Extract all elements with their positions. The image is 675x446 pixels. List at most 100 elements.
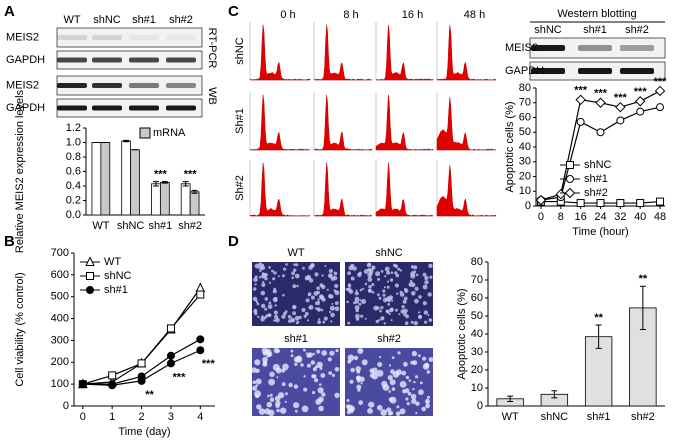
cell bbox=[267, 313, 272, 318]
cell bbox=[347, 321, 351, 325]
blot-band bbox=[620, 68, 654, 74]
marker bbox=[576, 199, 585, 208]
cell bbox=[371, 283, 375, 287]
cell bbox=[389, 308, 394, 313]
cell bbox=[276, 376, 279, 379]
cell bbox=[298, 315, 302, 320]
cell bbox=[317, 302, 320, 306]
cell bbox=[296, 320, 300, 324]
cell bbox=[310, 295, 315, 300]
annotation: ** bbox=[639, 273, 648, 285]
cell bbox=[268, 266, 271, 269]
cell bbox=[415, 411, 418, 415]
cell bbox=[265, 314, 269, 318]
cell bbox=[303, 314, 307, 318]
cell bbox=[394, 308, 398, 312]
cell bbox=[356, 384, 362, 390]
cell bbox=[383, 286, 386, 289]
cell bbox=[399, 380, 407, 388]
cell bbox=[316, 286, 320, 291]
annotation: *** bbox=[654, 76, 668, 88]
cell bbox=[288, 382, 293, 388]
cell bbox=[318, 318, 321, 321]
panel-label: A bbox=[4, 3, 15, 20]
cell bbox=[334, 392, 340, 398]
time-label: 8 h bbox=[343, 9, 358, 21]
cell bbox=[292, 304, 297, 310]
cell bbox=[355, 300, 359, 304]
cell bbox=[329, 294, 334, 299]
cell bbox=[361, 359, 368, 366]
cell bbox=[361, 349, 363, 352]
cell bbox=[306, 274, 312, 280]
histogram bbox=[313, 162, 373, 217]
y-tick-label: 50 bbox=[471, 310, 483, 322]
x-tick-label: 32 bbox=[614, 211, 626, 223]
marker bbox=[596, 199, 605, 208]
marker bbox=[78, 380, 87, 389]
cell bbox=[317, 309, 321, 312]
cell bbox=[405, 314, 409, 319]
y-tick-label: 10 bbox=[519, 185, 531, 197]
cell bbox=[311, 374, 316, 379]
histogram bbox=[313, 94, 373, 151]
cell bbox=[415, 401, 420, 406]
cell bbox=[378, 319, 381, 322]
histogram bbox=[313, 24, 373, 81]
cell bbox=[269, 397, 275, 403]
y-tick-label: 0.8 bbox=[66, 151, 81, 163]
cell bbox=[368, 284, 372, 289]
panel-label: C bbox=[228, 3, 239, 20]
y-tick-label: 30 bbox=[471, 346, 483, 358]
cell bbox=[355, 289, 358, 292]
blot-band bbox=[166, 35, 196, 40]
time-label: 0 h bbox=[280, 9, 295, 21]
cell bbox=[410, 360, 414, 365]
cell bbox=[422, 301, 427, 306]
cell bbox=[275, 317, 280, 323]
cell bbox=[404, 321, 409, 326]
annotation: *** bbox=[594, 88, 608, 100]
cell bbox=[376, 369, 384, 377]
cell bbox=[377, 362, 383, 367]
cell bbox=[388, 312, 391, 315]
y-tick-label: 0 bbox=[525, 200, 531, 212]
cell bbox=[367, 408, 373, 414]
cell bbox=[401, 305, 405, 309]
cell bbox=[362, 287, 365, 290]
cell bbox=[266, 401, 273, 408]
cell bbox=[333, 271, 338, 276]
cell bbox=[294, 315, 300, 321]
cell bbox=[425, 403, 430, 409]
cell bbox=[328, 371, 333, 375]
cell bbox=[272, 363, 280, 371]
cell bbox=[378, 296, 382, 300]
cell bbox=[408, 282, 413, 287]
cell bbox=[260, 290, 266, 296]
cell bbox=[276, 349, 280, 353]
cell bbox=[259, 269, 262, 272]
y-tick-label: 0.0 bbox=[66, 209, 81, 221]
cell bbox=[375, 319, 379, 324]
x-tick-label: sh#1 bbox=[587, 411, 611, 423]
cell bbox=[424, 275, 429, 281]
cell bbox=[348, 289, 354, 294]
cell bbox=[300, 363, 304, 367]
cell bbox=[282, 363, 289, 371]
cell bbox=[318, 405, 324, 412]
cell bbox=[405, 375, 410, 380]
cell bbox=[324, 264, 327, 267]
cell bbox=[316, 290, 321, 295]
image-label: WT bbox=[287, 247, 304, 259]
cell bbox=[329, 274, 333, 277]
cell bbox=[355, 313, 360, 319]
histogram bbox=[375, 162, 434, 217]
cell bbox=[291, 319, 295, 323]
cell bbox=[290, 354, 294, 358]
cell bbox=[427, 395, 430, 399]
legend-label: sh#2 bbox=[584, 187, 608, 199]
cell bbox=[368, 401, 375, 408]
cell bbox=[301, 405, 309, 413]
cell bbox=[347, 271, 351, 275]
cell bbox=[421, 406, 427, 412]
